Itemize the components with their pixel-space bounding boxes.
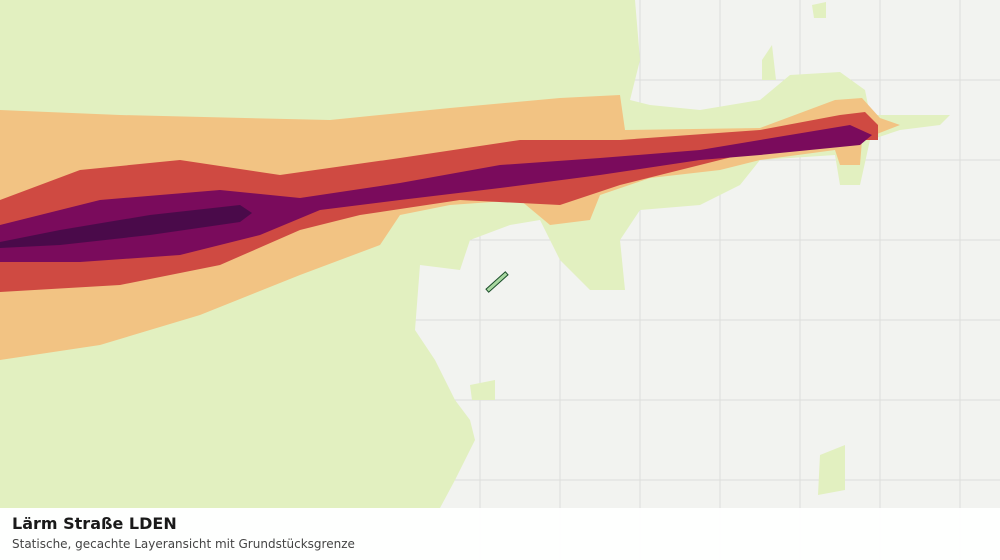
parcel-boundary xyxy=(485,271,509,293)
noise-band-70 xyxy=(0,125,872,262)
panel-subtitle: Statische, gecachte Layeransicht mit Gru… xyxy=(12,537,355,551)
info-panel: Lärm Straße LDEN Statische, gecachte Lay… xyxy=(0,508,1000,560)
panel-title: Lärm Straße LDEN xyxy=(12,514,177,533)
noise-band-75 xyxy=(0,205,252,248)
